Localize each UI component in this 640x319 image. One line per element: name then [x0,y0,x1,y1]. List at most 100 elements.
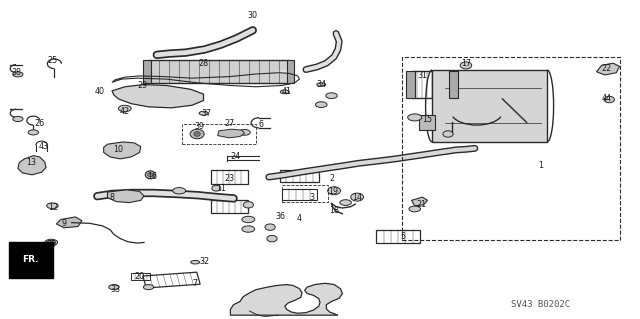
Text: 20: 20 [134,272,145,281]
Ellipse shape [145,171,156,179]
Circle shape [408,114,422,121]
Text: 42: 42 [120,107,130,115]
Circle shape [340,200,351,205]
Polygon shape [230,283,342,315]
Bar [287,60,294,83]
Bar [143,272,200,288]
Bar [412,71,452,98]
Circle shape [118,105,131,112]
Circle shape [28,130,38,135]
Bar [406,71,415,98]
Text: SV43 B0202C: SV43 B0202C [511,300,570,309]
Text: 39: 39 [195,122,205,131]
Text: FR.: FR. [22,255,39,264]
Text: 28: 28 [198,59,209,68]
Polygon shape [108,190,144,203]
Ellipse shape [199,111,208,115]
Text: 27: 27 [224,119,234,128]
Ellipse shape [267,235,277,242]
Text: 44: 44 [602,94,612,103]
Ellipse shape [280,90,289,94]
Ellipse shape [317,83,326,86]
Bar [419,115,435,130]
Polygon shape [412,197,428,206]
Text: 36: 36 [275,212,285,221]
Text: 19: 19 [328,187,338,196]
Text: 15: 15 [422,115,433,124]
Text: 10: 10 [113,145,124,154]
Text: 17: 17 [461,59,471,68]
Text: 6: 6 [259,120,264,129]
Bar [280,170,319,182]
Ellipse shape [194,131,200,137]
Text: 3: 3 [310,193,315,202]
Bar [182,124,256,144]
Ellipse shape [443,131,453,137]
Text: 1: 1 [538,161,543,170]
Polygon shape [218,129,244,138]
Text: 9: 9 [61,219,67,228]
Circle shape [143,285,154,290]
Text: 18: 18 [329,206,339,215]
Polygon shape [18,156,46,175]
Text: 13: 13 [26,158,36,167]
Text: 23: 23 [224,174,234,182]
Circle shape [239,130,250,135]
Text: 12: 12 [48,203,58,212]
Text: 26: 26 [35,119,45,128]
Bar [143,60,151,83]
Bar [282,185,328,202]
Text: 29: 29 [137,81,147,90]
Ellipse shape [212,185,221,191]
Polygon shape [104,142,141,159]
Ellipse shape [190,129,204,139]
Circle shape [316,102,327,108]
Text: 33: 33 [110,285,120,294]
Text: 8: 8 [109,193,115,202]
Polygon shape [596,63,620,75]
Circle shape [13,116,23,122]
Text: 24: 24 [230,152,241,161]
Circle shape [47,203,58,209]
Ellipse shape [243,202,253,208]
Circle shape [242,226,255,232]
Text: 5: 5 [401,232,406,241]
Bar [376,230,420,243]
Text: 11: 11 [216,184,226,193]
Polygon shape [56,217,82,228]
Bar [211,170,248,184]
Text: 41: 41 [282,87,292,96]
Ellipse shape [351,193,364,201]
Text: 37: 37 [201,109,211,118]
Ellipse shape [147,173,153,177]
Bar [449,71,458,98]
Ellipse shape [460,62,472,69]
Text: 32: 32 [200,257,210,266]
Circle shape [109,285,119,290]
Polygon shape [112,85,204,108]
Text: 22: 22 [602,64,612,73]
Text: 7: 7 [193,279,198,288]
Bar [402,57,620,240]
Ellipse shape [191,260,200,264]
Bar [432,70,547,142]
Bar [148,60,289,83]
Ellipse shape [328,187,340,195]
Circle shape [409,206,420,212]
Bar [282,189,317,200]
Bar [211,200,248,213]
Text: 43: 43 [38,142,49,151]
Bar [131,273,150,280]
Circle shape [173,188,186,194]
Circle shape [326,93,337,99]
Text: 25: 25 [47,56,58,65]
Text: 16: 16 [147,172,157,181]
Text: 31: 31 [417,71,428,80]
Text: 34: 34 [316,80,326,89]
Text: 40: 40 [94,87,104,96]
Text: 4: 4 [297,214,302,223]
Circle shape [45,239,58,246]
Text: 35: 35 [46,241,56,249]
Circle shape [242,216,255,223]
Ellipse shape [604,96,614,103]
